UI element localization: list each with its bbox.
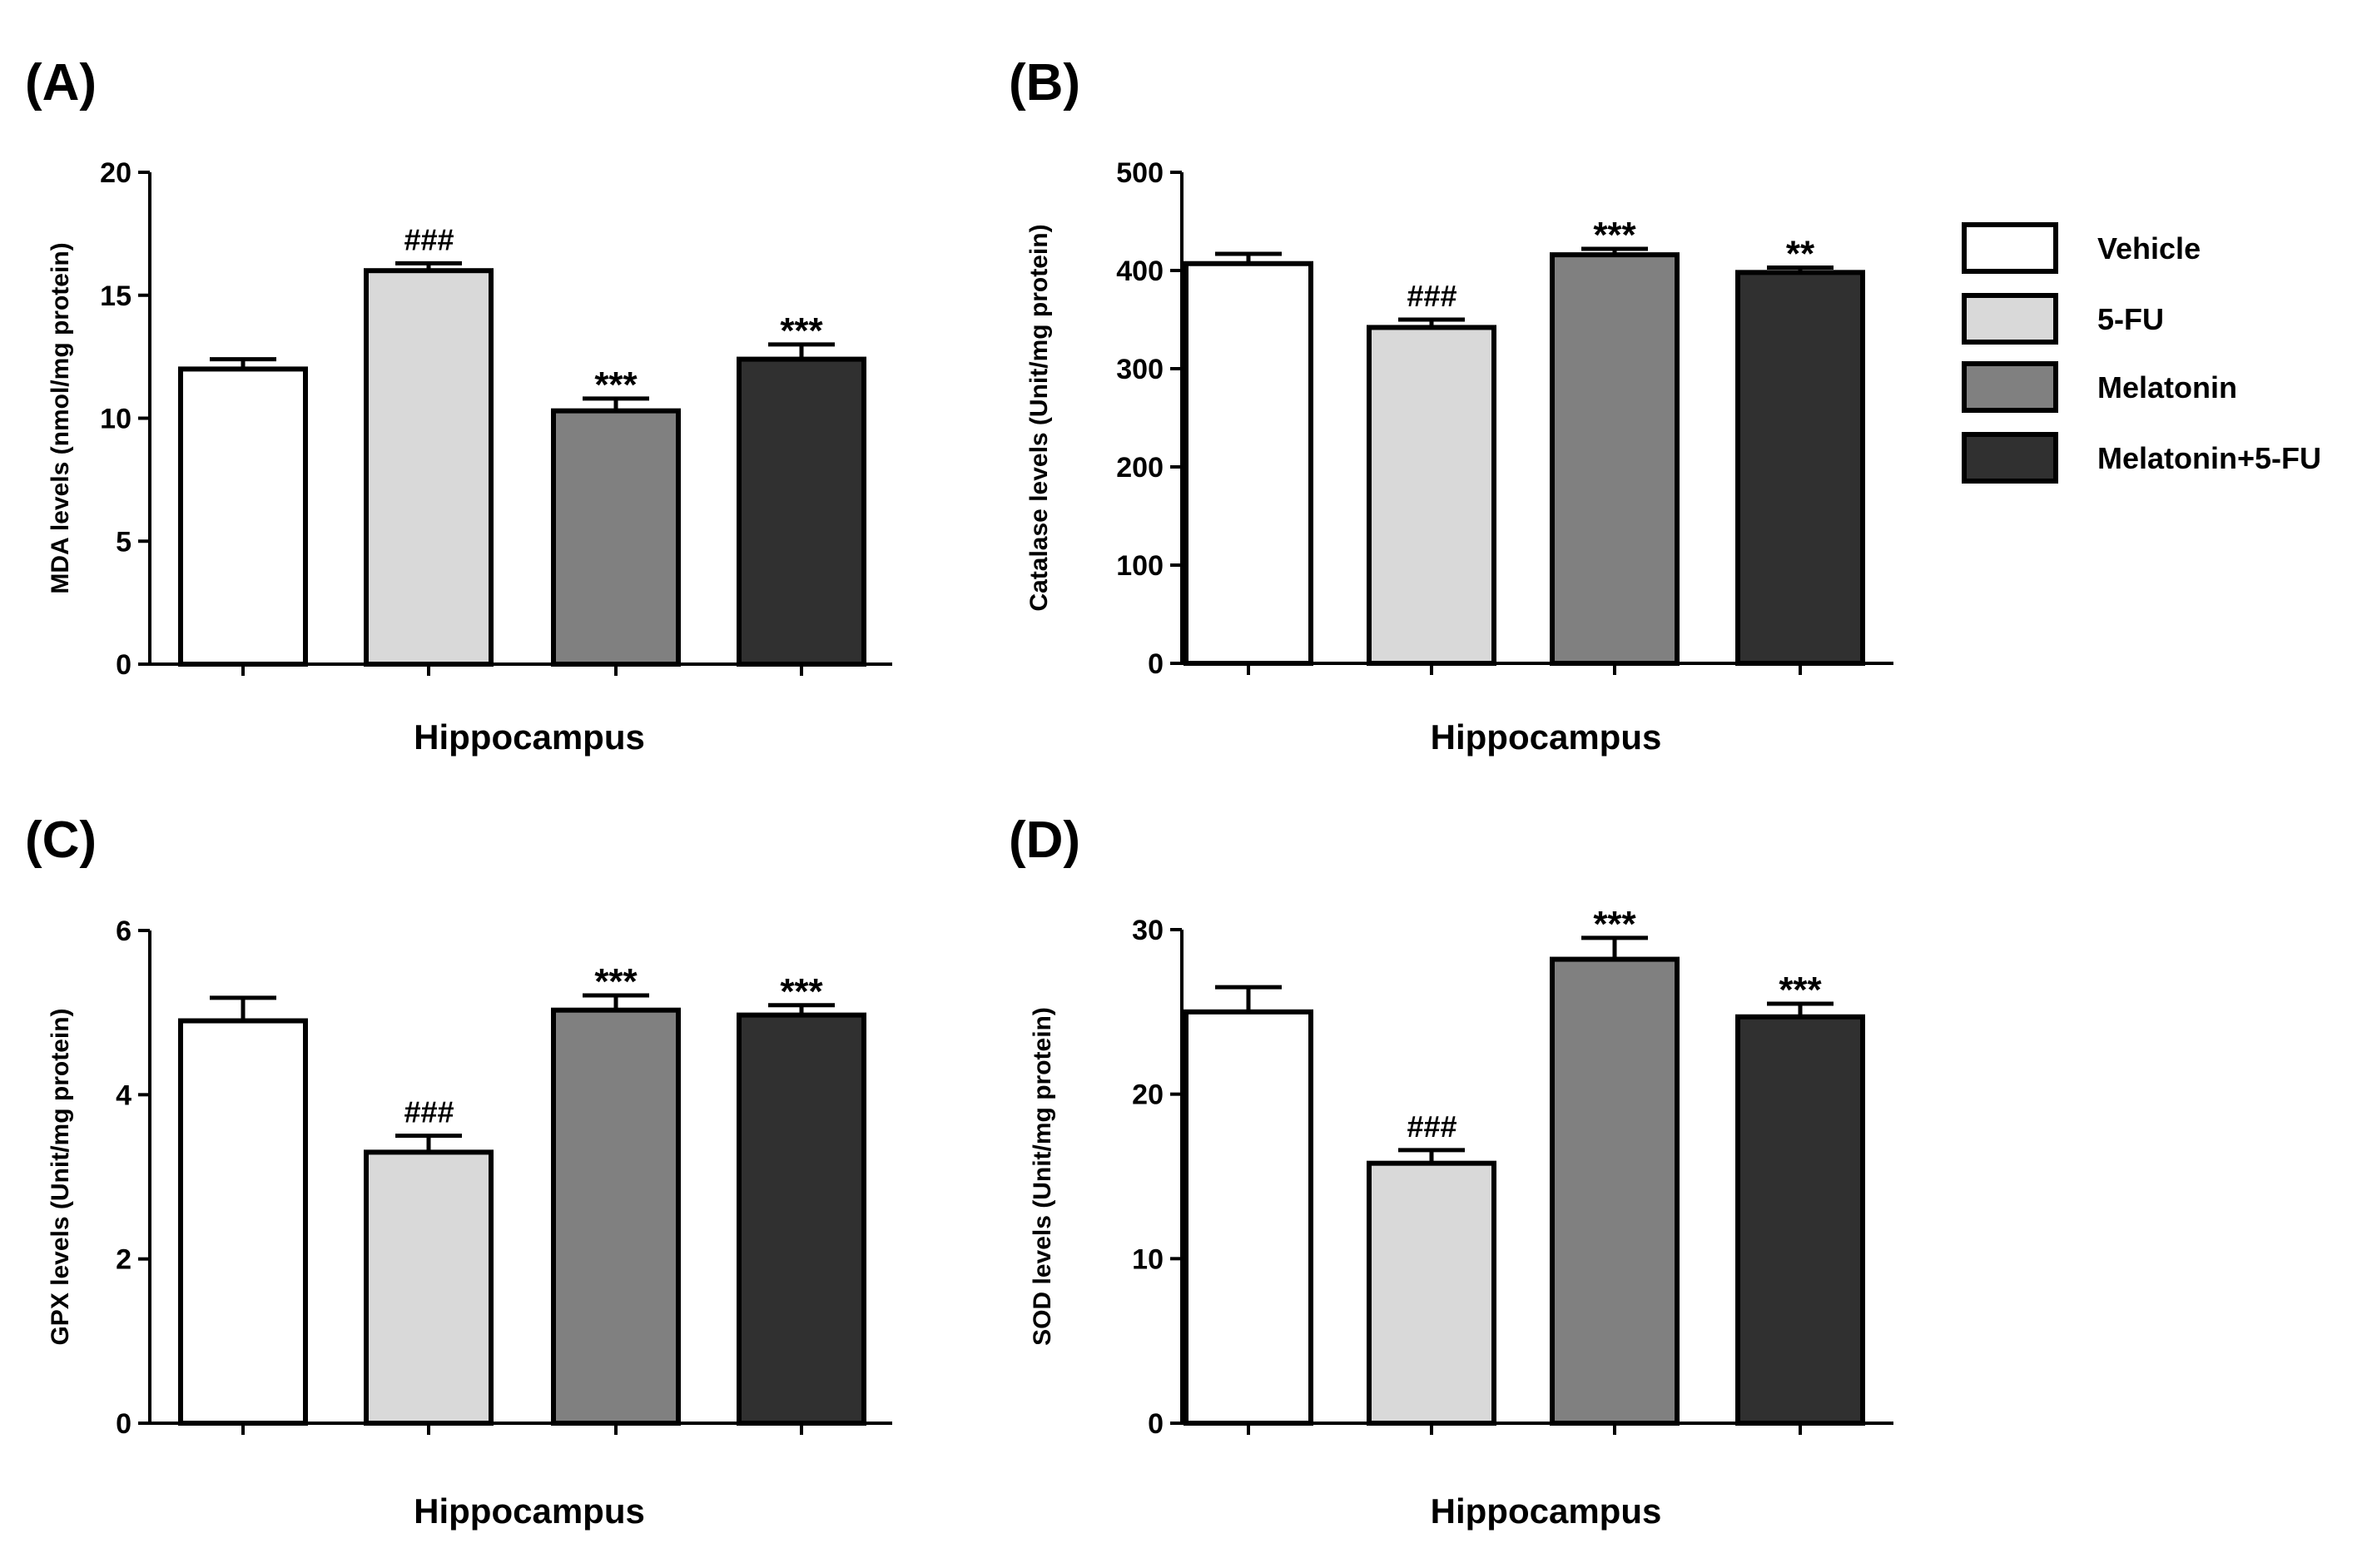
legend-label: Melatonin xyxy=(2097,370,2237,404)
legend-swatch xyxy=(1962,361,2058,413)
bar-5-fu xyxy=(1367,325,1496,666)
panel-letter: (D) xyxy=(1009,811,1080,869)
y-tick-label: 0 xyxy=(116,649,132,681)
y-tick-label: 200 xyxy=(1116,452,1164,484)
significance-star-label: *** xyxy=(1779,970,1822,1010)
significance-star-label: *** xyxy=(1593,904,1636,945)
legend-label: Melatonin+5-FU xyxy=(2097,441,2321,475)
bar-vehicle xyxy=(178,1018,308,1426)
significance-hash-label: ### xyxy=(1407,1109,1456,1144)
y-tick-label: 5 xyxy=(116,526,132,558)
bar-melatonin-5-fu xyxy=(737,356,866,667)
x-axis-label: Hippocampus xyxy=(1431,1491,1662,1531)
bar-vehicle xyxy=(178,366,308,667)
panel-letter: (C) xyxy=(25,811,97,869)
y-axis-label: MDA levels (nmol/mg protein) xyxy=(47,242,74,593)
y-tick-label: 4 xyxy=(116,1079,132,1111)
panel-letter: (B) xyxy=(1009,54,1080,112)
bar-melatonin-5-fu xyxy=(1735,1014,1865,1426)
y-tick-label: 30 xyxy=(1132,915,1164,946)
x-axis-label: Hippocampus xyxy=(414,717,645,757)
x-axis-label: Hippocampus xyxy=(1431,717,1662,757)
bar-vehicle xyxy=(1184,1009,1313,1427)
y-axis-label: Catalase levels (Unit/mg protein) xyxy=(1025,224,1053,611)
significance-star-label: *** xyxy=(780,310,823,351)
y-tick-label: 20 xyxy=(1132,1079,1164,1111)
y-tick-label: 15 xyxy=(100,280,132,312)
bar-5-fu xyxy=(364,1149,494,1427)
y-tick-label: 10 xyxy=(100,404,132,435)
significance-star-label: *** xyxy=(594,365,638,405)
bar-5-fu xyxy=(1367,1160,1496,1426)
significance-star-label: ** xyxy=(1786,233,1815,274)
y-tick-label: 100 xyxy=(1116,550,1164,582)
y-tick-label: 500 xyxy=(1116,157,1164,189)
significance-hash-label: ### xyxy=(404,222,454,256)
y-tick-label: 0 xyxy=(1148,1408,1164,1440)
bar-melatonin xyxy=(551,1007,681,1426)
y-tick-label: 300 xyxy=(1116,354,1164,385)
bar-vehicle xyxy=(1184,261,1313,666)
bar-melatonin-5-fu xyxy=(737,1012,866,1427)
legend-label: 5-FU xyxy=(2097,302,2164,336)
legend-swatch xyxy=(1962,222,2058,274)
significance-hash-label: ### xyxy=(404,1095,454,1129)
significance-star-label: *** xyxy=(780,971,823,1012)
y-tick-label: 6 xyxy=(116,915,132,947)
panel-letter: (A) xyxy=(25,54,97,112)
bar-melatonin xyxy=(551,408,681,667)
bar-melatonin xyxy=(1550,252,1680,666)
significance-hash-label: ### xyxy=(1407,279,1456,313)
y-tick-label: 0 xyxy=(116,1408,132,1440)
y-tick-label: 2 xyxy=(116,1244,132,1276)
significance-star-label: *** xyxy=(1593,215,1636,256)
y-tick-label: 400 xyxy=(1116,256,1164,287)
y-tick-label: 0 xyxy=(1148,648,1164,680)
legend-swatch xyxy=(1962,293,2058,345)
legend-label: Vehicle xyxy=(2097,231,2201,265)
legend-swatch xyxy=(1962,432,2058,484)
y-axis-label: SOD levels (Unit/mg protein) xyxy=(1029,1007,1056,1346)
bar-melatonin-5-fu xyxy=(1735,270,1865,666)
y-tick-label: 10 xyxy=(1132,1243,1164,1275)
significance-star-label: *** xyxy=(594,961,638,1002)
x-axis-label: Hippocampus xyxy=(414,1491,645,1531)
bar-5-fu xyxy=(364,268,494,667)
y-tick-label: 20 xyxy=(100,157,132,189)
bar-melatonin xyxy=(1550,956,1680,1426)
y-axis-label: GPX levels (Unit/mg protein) xyxy=(47,1008,74,1345)
